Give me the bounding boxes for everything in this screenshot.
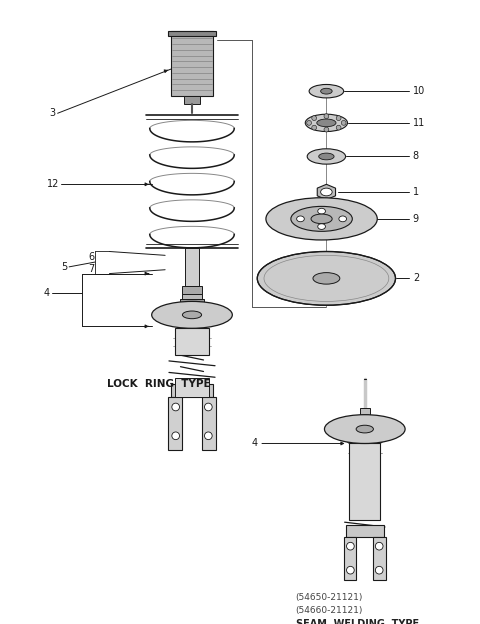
- Bar: [182, 286, 202, 294]
- Ellipse shape: [341, 120, 346, 125]
- Ellipse shape: [321, 188, 332, 196]
- Ellipse shape: [324, 415, 405, 444]
- Ellipse shape: [318, 208, 325, 214]
- Ellipse shape: [152, 301, 232, 328]
- Bar: [171, 384, 213, 397]
- Ellipse shape: [375, 542, 383, 550]
- Bar: [185, 301, 199, 305]
- Ellipse shape: [324, 114, 329, 119]
- Text: 4: 4: [44, 288, 50, 298]
- Bar: [185, 248, 199, 286]
- Ellipse shape: [313, 273, 340, 284]
- Ellipse shape: [339, 216, 347, 222]
- Text: 1: 1: [413, 187, 419, 197]
- Bar: [360, 408, 370, 416]
- Ellipse shape: [321, 89, 332, 94]
- Text: SEAM  WELDING  TYPE: SEAM WELDING TYPE: [296, 619, 419, 624]
- Bar: [346, 525, 384, 537]
- Bar: [184, 96, 200, 104]
- Bar: [202, 397, 216, 450]
- Text: 10: 10: [413, 86, 425, 96]
- Text: 11: 11: [413, 118, 425, 128]
- Ellipse shape: [324, 127, 329, 132]
- Ellipse shape: [356, 425, 373, 433]
- Text: 7: 7: [88, 264, 94, 274]
- Bar: [171, 31, 213, 96]
- Ellipse shape: [336, 115, 341, 120]
- Text: 3: 3: [49, 109, 56, 119]
- Ellipse shape: [204, 403, 212, 411]
- Ellipse shape: [375, 567, 383, 574]
- Bar: [344, 537, 356, 580]
- Ellipse shape: [319, 153, 334, 160]
- Bar: [182, 294, 202, 300]
- Ellipse shape: [204, 432, 212, 440]
- Text: LOCK  RING  TYPE: LOCK RING TYPE: [107, 379, 210, 389]
- Ellipse shape: [312, 125, 317, 130]
- Ellipse shape: [307, 149, 346, 164]
- Bar: [168, 31, 216, 36]
- Ellipse shape: [317, 119, 336, 127]
- Ellipse shape: [266, 198, 377, 240]
- Ellipse shape: [305, 114, 348, 132]
- Ellipse shape: [182, 311, 202, 319]
- Text: 2: 2: [413, 273, 419, 283]
- Text: 4: 4: [251, 439, 257, 449]
- Ellipse shape: [291, 207, 352, 232]
- Bar: [180, 300, 204, 305]
- Bar: [373, 537, 386, 580]
- Ellipse shape: [307, 120, 312, 125]
- Ellipse shape: [312, 115, 317, 120]
- Text: 9: 9: [413, 214, 419, 224]
- Ellipse shape: [309, 84, 344, 98]
- Ellipse shape: [172, 403, 180, 411]
- Ellipse shape: [297, 216, 304, 222]
- Ellipse shape: [347, 567, 354, 574]
- Ellipse shape: [172, 432, 180, 440]
- Bar: [175, 378, 209, 397]
- Ellipse shape: [311, 214, 332, 223]
- Bar: [349, 444, 380, 520]
- Text: 5: 5: [61, 262, 67, 272]
- Text: 8: 8: [413, 152, 419, 162]
- Text: (54650-21121): (54650-21121): [296, 593, 363, 602]
- Ellipse shape: [347, 542, 354, 550]
- Bar: [168, 397, 182, 450]
- Text: 12: 12: [47, 179, 60, 189]
- Ellipse shape: [336, 125, 341, 130]
- Text: 6: 6: [88, 252, 94, 262]
- Polygon shape: [317, 184, 336, 200]
- Text: (54660-21121): (54660-21121): [296, 606, 363, 615]
- Ellipse shape: [318, 223, 325, 230]
- Ellipse shape: [257, 251, 396, 305]
- Bar: [175, 328, 209, 355]
